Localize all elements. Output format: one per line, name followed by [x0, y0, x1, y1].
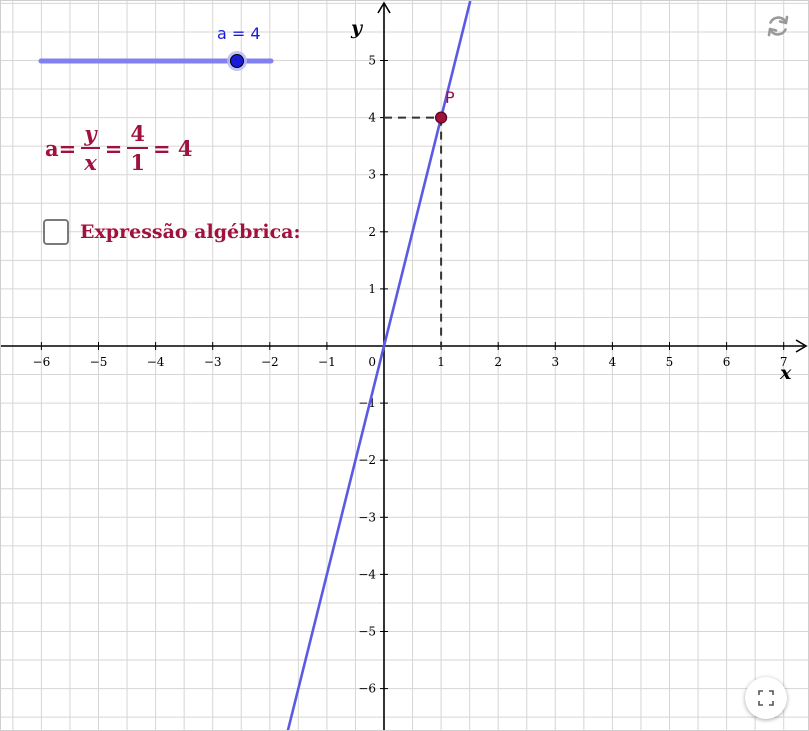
y-tick-label: 3: [368, 168, 376, 182]
slider-knob[interactable]: [230, 54, 244, 68]
origin-label: 0: [368, 355, 376, 369]
x-tick-label: −2: [261, 355, 279, 369]
x-tick-label: 7: [780, 355, 788, 369]
y-tick-label: 1: [368, 282, 376, 296]
fullscreen-button[interactable]: [745, 677, 787, 719]
fraction-denominator-value: 1: [127, 147, 148, 173]
x-tick-label: −5: [90, 355, 108, 369]
x-tick-label: 4: [609, 355, 617, 369]
y-tick-label: −5: [358, 625, 376, 639]
y-tick-label: −3: [358, 510, 376, 524]
x-tick-label: −6: [33, 355, 51, 369]
x-axis-label: x: [779, 362, 792, 384]
slider-value-label: a = 4: [217, 24, 261, 43]
y-tick-label: 5: [368, 54, 376, 68]
point-p-label: P: [445, 88, 455, 107]
y-tick-label: 4: [368, 111, 376, 125]
y-tick-label: −2: [358, 453, 376, 467]
formula-equals: =: [104, 135, 123, 161]
point-p[interactable]: [435, 111, 448, 124]
algebraic-expression-checkbox[interactable]: [43, 219, 69, 245]
slider-a[interactable]: [38, 51, 274, 71]
algebraic-expression-label: Expressão algébrica:: [80, 221, 301, 243]
slope-formula: a= y x = 4 1 = 4: [45, 123, 193, 173]
formula-lhs: a=: [45, 135, 77, 161]
fullscreen-icon: [758, 690, 774, 706]
x-tick-label: −1: [318, 355, 336, 369]
x-tick-label: 2: [494, 355, 502, 369]
y-tick-label: −1: [358, 396, 376, 410]
x-tick-label: 1: [437, 355, 445, 369]
y-tick-label: −4: [358, 567, 376, 581]
x-axis-arrow: [795, 339, 808, 353]
x-tick-label: −3: [204, 355, 222, 369]
y-axis-label: y: [350, 17, 364, 39]
x-tick-label: 6: [723, 355, 731, 369]
y-tick-label: 2: [368, 225, 376, 239]
y-tick-label: −6: [358, 682, 376, 696]
fraction-y-over-x: y x: [81, 123, 100, 173]
algebraic-expression-toggle[interactable]: Expressão algébrica:: [43, 219, 301, 245]
x-tick-label: 3: [551, 355, 559, 369]
y-axis-arrow: [377, 1, 391, 14]
fraction-numerator-value: 4: [130, 121, 145, 146]
fraction-values: 4 1: [127, 123, 148, 173]
fraction-numerator-y: y: [84, 121, 97, 146]
reset-button[interactable]: [763, 11, 793, 41]
formula-result: = 4: [152, 135, 193, 161]
x-tick-label: 5: [666, 355, 674, 369]
tick-labels: −6 −5 −4 −3 −2 −1 1 2 3 4 5 6 7 5 4 3 2 1 −1 −2 −3 −4 −5 −6 0: [33, 54, 788, 696]
x-tick-label: −4: [147, 355, 165, 369]
fraction-denominator-x: x: [81, 147, 100, 173]
plot-layer: [286, 1, 472, 730]
reset-icon: [767, 15, 789, 37]
